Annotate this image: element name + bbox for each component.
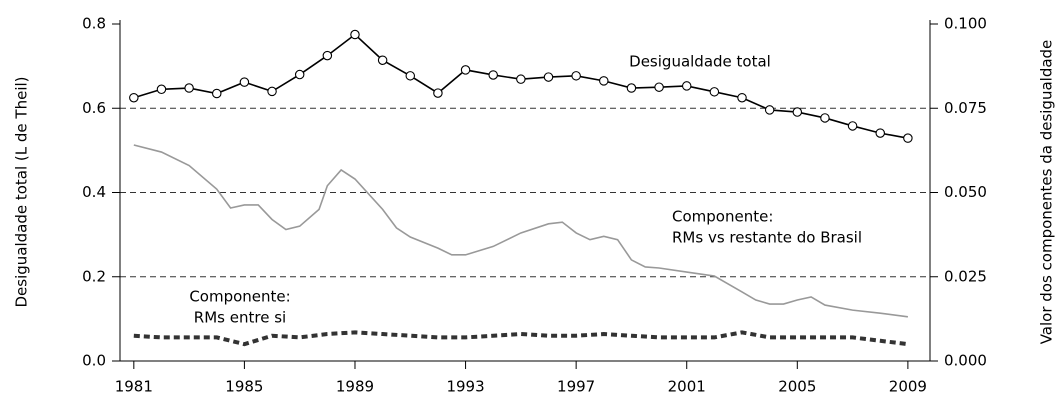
marker [543, 72, 554, 82]
y2-tick-label: 0.000 [944, 352, 987, 370]
marker [350, 29, 360, 40]
series-line [133, 144, 908, 318]
y2-tick-label: 0.050 [944, 183, 987, 201]
marker [681, 81, 692, 91]
marker [488, 70, 498, 80]
x-tick-label: 1981 [115, 378, 153, 396]
y-tick-label: 0.2 [82, 267, 106, 285]
marker [820, 113, 830, 123]
y-tick-label: 0.8 [82, 15, 106, 33]
y-axis-label: Desigualdade total (L de Theil) [13, 76, 31, 307]
marker [764, 105, 775, 115]
x-tick-label: 1997 [557, 378, 595, 396]
marker [267, 86, 277, 97]
marker [405, 71, 416, 81]
x-tick-label: 2001 [668, 378, 706, 396]
marker [903, 133, 913, 143]
marker [184, 83, 194, 93]
y2-tick-label: 0.025 [944, 267, 987, 285]
y-tick-label: 0.6 [82, 99, 106, 117]
x-tick-label: 2009 [889, 378, 927, 396]
annotation: RMs vs restante do Brasil [672, 229, 862, 247]
marker [654, 82, 664, 92]
marker [156, 84, 167, 95]
marker [847, 121, 858, 131]
marker [239, 77, 250, 87]
y-tick-label: 0.4 [82, 183, 106, 201]
marker [460, 65, 471, 75]
marker [294, 69, 305, 80]
marker [322, 50, 333, 61]
annotation: Desigualdade total [629, 53, 771, 71]
y2-tick-label: 0.075 [944, 99, 987, 117]
marker [377, 55, 388, 65]
x-tick-label: 1993 [446, 378, 484, 396]
marker [571, 71, 581, 81]
x-tick-label: 1985 [225, 378, 263, 396]
marker [129, 92, 139, 103]
annotation: RMs entre si [194, 309, 286, 327]
marker [737, 92, 747, 103]
y2-axis-label: Valor dos componentes da desigualdade [1038, 40, 1056, 345]
marker [212, 88, 222, 99]
x-tick-label: 1989 [336, 378, 374, 396]
series-line [133, 33, 909, 139]
marker [875, 128, 885, 138]
marker [516, 74, 526, 84]
marker [626, 83, 637, 93]
x-tick-label: 2005 [778, 378, 816, 396]
y-tick-label: 0.0 [82, 352, 106, 370]
annotation: Componente: [672, 208, 773, 226]
series-line [133, 330, 909, 347]
marker [433, 88, 443, 98]
annotation: Componente: [189, 288, 290, 306]
marker [792, 107, 803, 117]
marker [599, 76, 609, 86]
y2-tick-label: 0.100 [944, 15, 987, 33]
marker [709, 87, 720, 97]
